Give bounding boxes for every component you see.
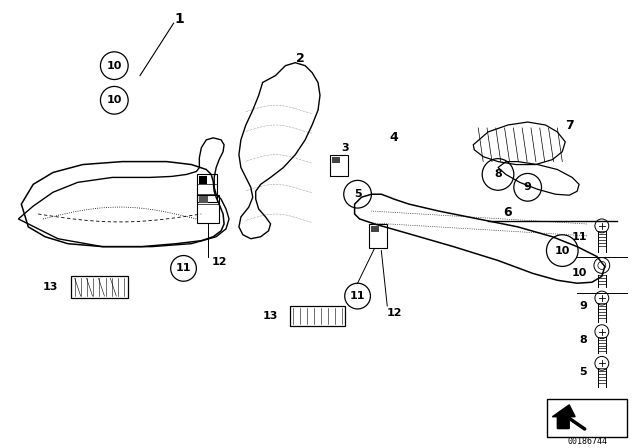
- Text: 9: 9: [524, 182, 532, 192]
- Bar: [332, 157, 340, 163]
- Text: 8: 8: [494, 169, 502, 180]
- Text: 13: 13: [263, 311, 278, 321]
- Bar: [330, 155, 348, 177]
- Text: 10: 10: [572, 268, 587, 278]
- Bar: [199, 196, 208, 203]
- Text: 10: 10: [107, 95, 122, 105]
- Bar: [197, 195, 219, 223]
- Text: 3: 3: [341, 143, 349, 153]
- Text: 10: 10: [107, 60, 122, 71]
- Bar: [371, 226, 380, 232]
- Bar: [197, 174, 217, 202]
- Text: 2: 2: [296, 52, 305, 65]
- Text: 11: 11: [176, 263, 191, 273]
- Text: 1: 1: [175, 12, 184, 26]
- Text: 13: 13: [43, 282, 58, 292]
- Text: 6: 6: [504, 206, 512, 219]
- Text: 4: 4: [390, 131, 399, 144]
- Text: 8: 8: [579, 335, 587, 345]
- Text: 00186744: 00186744: [567, 437, 607, 446]
- Bar: [291, 306, 345, 326]
- Bar: [199, 177, 207, 184]
- Polygon shape: [552, 405, 575, 429]
- Text: 12: 12: [387, 308, 402, 318]
- Text: 5: 5: [579, 367, 587, 377]
- Text: 7: 7: [565, 119, 573, 132]
- Bar: [369, 224, 387, 248]
- Text: 12: 12: [211, 258, 227, 267]
- Text: 5: 5: [354, 189, 362, 199]
- Text: 10: 10: [555, 246, 570, 256]
- Text: 9: 9: [579, 301, 587, 311]
- Text: 11: 11: [572, 232, 587, 242]
- Bar: [71, 276, 128, 298]
- Text: 11: 11: [350, 291, 365, 301]
- Bar: [547, 399, 627, 436]
